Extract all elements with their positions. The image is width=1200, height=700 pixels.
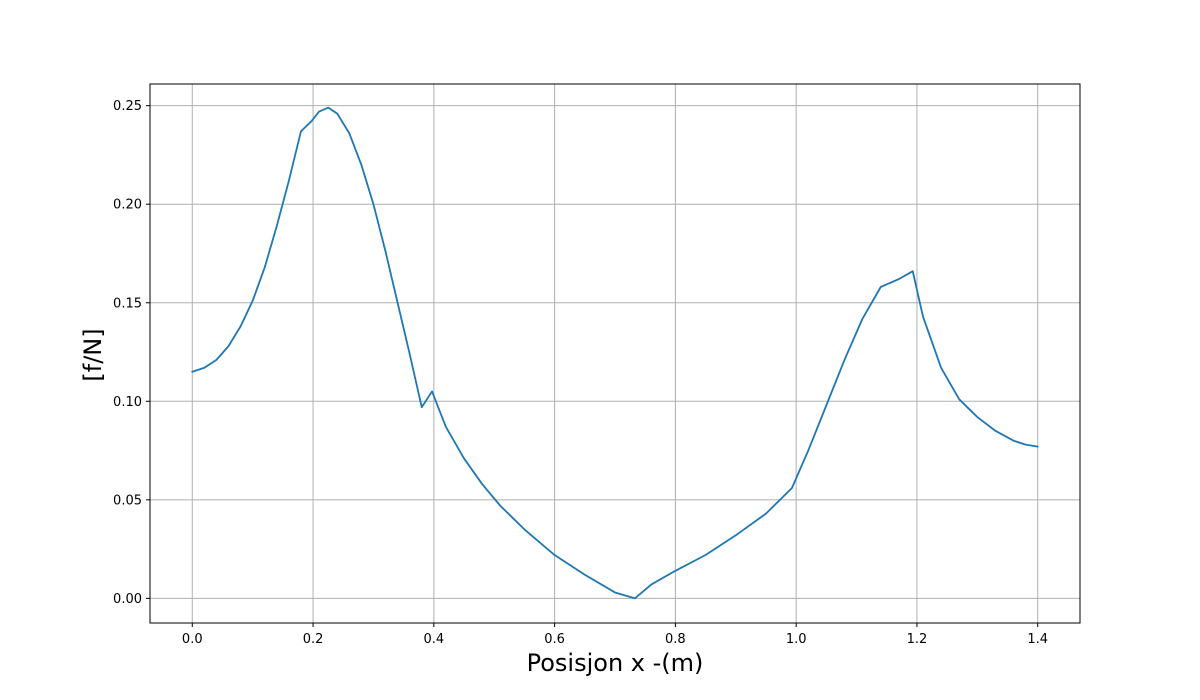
series-layer [191,106,1039,600]
x-tick-label: 1.2 [907,632,928,647]
y-tick-label: 0.00 [113,592,142,607]
x-axis-ticks: 0.0 0.2 0.4 0.6 0.8 1.0 1.2 1.4 [182,623,1048,647]
y-tick-label: 0.20 [113,198,142,213]
y-tick-label: 0.10 [113,395,142,410]
plot-frame [149,83,1081,624]
x-tick-label: 0.6 [544,632,565,647]
x-tick-label: 0.4 [423,632,444,647]
x-tick-label: 0.8 [665,632,686,647]
grid [150,84,1080,623]
y-tick-label: 0.25 [113,99,142,114]
x-tick-label: 1.0 [786,632,807,647]
x-tick-label: 1.4 [1027,632,1048,647]
y-tick-label: 0.15 [113,296,142,311]
x-tick-label: 0.2 [303,632,324,647]
y-axis-label: [f/N] [79,328,107,381]
x-axis-label: Posisjon x -(m) [527,649,704,677]
y-tick-label: 0.05 [113,493,142,508]
y-axis-ticks: 0.00 0.05 0.10 0.15 0.20 0.25 [113,99,150,607]
x-tick-label: 0.0 [182,632,203,647]
series-line-0 [191,106,1039,600]
